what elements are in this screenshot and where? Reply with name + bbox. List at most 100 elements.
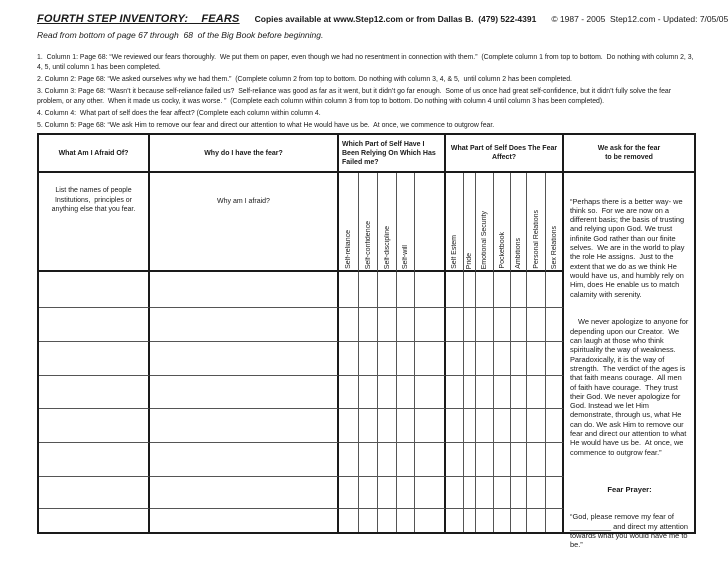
table-cell [464, 443, 476, 477]
table-cell [397, 342, 415, 376]
subcolumn-label-ambitions: Ambitions [515, 238, 522, 269]
table-cell [339, 509, 359, 532]
table-cell [150, 409, 339, 443]
copies-available-text: Copies available at www.Step12.com or fr… [254, 14, 537, 24]
table-cell [339, 409, 359, 443]
table-cell [378, 509, 397, 532]
table-cell [494, 477, 511, 509]
table-cell [446, 342, 464, 376]
table-cell [39, 409, 150, 443]
subcolumn-label-pocketbook: Pocketbook [498, 232, 506, 269]
subcolumn-label-sex-relations: Sex Relations [550, 225, 558, 269]
table-cell [150, 443, 339, 477]
table-cell [494, 409, 511, 443]
subcolumn-cell: Self-confidence [359, 173, 378, 272]
inventory-table: What Am I Afraid Of? Why do I have the f… [37, 133, 696, 550]
table-cell [397, 409, 415, 443]
table-cell [397, 443, 415, 477]
table-cell [397, 477, 415, 509]
table-cell [397, 376, 415, 409]
table-cell [378, 443, 397, 477]
subcolumn-label-pride: Pride [466, 252, 473, 269]
table-cell [359, 477, 378, 509]
instruction-item-3: 3. Column 3: Page 68: “Wasn’t it because… [37, 88, 673, 105]
instruction-item-1: 1. Column 1: Page 68: “We reviewed our f… [37, 54, 696, 71]
table-cell [527, 509, 546, 532]
table-cell [359, 308, 378, 342]
table-cell [546, 308, 564, 342]
table-cell [446, 376, 464, 409]
instruction-item-4: 4. Column 4: What part of self does the … [37, 110, 321, 117]
subcolumn-label-emotional-security: Emotional Security [481, 210, 488, 269]
table-cell [150, 308, 339, 342]
table-cell [464, 376, 476, 409]
table-cell [464, 409, 476, 443]
fear-prayer-text: “God, please remove my fear of _________… [570, 512, 690, 550]
table-cell [415, 409, 446, 443]
table-cell [415, 272, 446, 308]
subcolumn-label-self-esteem: Self Estem [451, 235, 458, 269]
table-cell [415, 342, 446, 376]
table-cell [464, 342, 476, 376]
table-cell [446, 272, 464, 308]
copyright-text: © 1987 - 2005 Step12.com - Updated: 7/05… [551, 14, 728, 24]
table-cell [397, 509, 415, 532]
table-cell [415, 308, 446, 342]
table-cell [511, 477, 527, 509]
table-cell [527, 376, 546, 409]
table-cell [511, 509, 527, 532]
subcolumn-label-self-will: Self-will [402, 244, 409, 269]
table-cell [527, 308, 546, 342]
table-cell [476, 342, 494, 376]
table-cell [359, 272, 378, 308]
table-cell [511, 272, 527, 308]
table-cell [527, 272, 546, 308]
table-cell [546, 272, 564, 308]
table-cell [359, 509, 378, 532]
column-header-affect: What Part of Self Does The Fear Affect? [446, 135, 564, 173]
subcolumn-cell-blank [415, 173, 446, 272]
subcolumn-cell: Pride [464, 173, 476, 272]
table-cell [359, 376, 378, 409]
column-header-why: Why do I have the fear? [150, 135, 339, 173]
table-cell [546, 443, 564, 477]
table-cell [378, 409, 397, 443]
table-cell [494, 509, 511, 532]
table-cell [359, 409, 378, 443]
subcolumn-cell: Emotional Security [476, 173, 494, 272]
quote-paragraph-1: “Perhaps there is a better way- we think… [570, 196, 687, 299]
subcolumn-cell: Pocketbook [494, 173, 511, 272]
table-cell [150, 342, 339, 376]
instruction-item-5: 5. Column 5: Page 68: “We ask Him to rem… [37, 122, 495, 129]
subcolumn-label-self-confidence: Self-confidence [364, 220, 372, 269]
table-cell [39, 272, 150, 308]
table-cell [415, 376, 446, 409]
table-cell [415, 509, 446, 532]
table-cell [511, 409, 527, 443]
table-cell [378, 477, 397, 509]
table-cell [546, 376, 564, 409]
quote-paragraph-2: We never apologize to anyone for dependi… [570, 317, 691, 457]
table-cell [527, 443, 546, 477]
table-cell [546, 477, 564, 509]
table-cell [415, 443, 446, 477]
why-hint-cell: Why am I afraid? [150, 173, 339, 272]
column-header-removed: We ask for the fear to be removed [564, 135, 694, 173]
big-book-quote-cell: “Perhaps there is a better way- we think… [564, 173, 694, 550]
table-cell [415, 477, 446, 509]
table-cell [339, 477, 359, 509]
table-cell [150, 376, 339, 409]
table-cell [527, 477, 546, 509]
table-cell [39, 342, 150, 376]
subcolumn-label-personal-relations: Personal Relations [532, 210, 540, 269]
table-cell [527, 409, 546, 443]
subcolumn-label-self-reliance: Self-reliance [345, 230, 352, 269]
fear-prayer-title: Fear Prayer: [607, 484, 652, 494]
table-cell [397, 308, 415, 342]
table-cell [511, 376, 527, 409]
read-instruction-subtitle: Read from bottom of page 67 through 68 o… [37, 30, 324, 40]
table-cell [339, 376, 359, 409]
instruction-item-2: 2. Column 2: Page 68: “We asked ourselve… [37, 76, 572, 83]
table-cell [527, 342, 546, 376]
subcolumn-cell: Self-discipline [378, 173, 397, 272]
